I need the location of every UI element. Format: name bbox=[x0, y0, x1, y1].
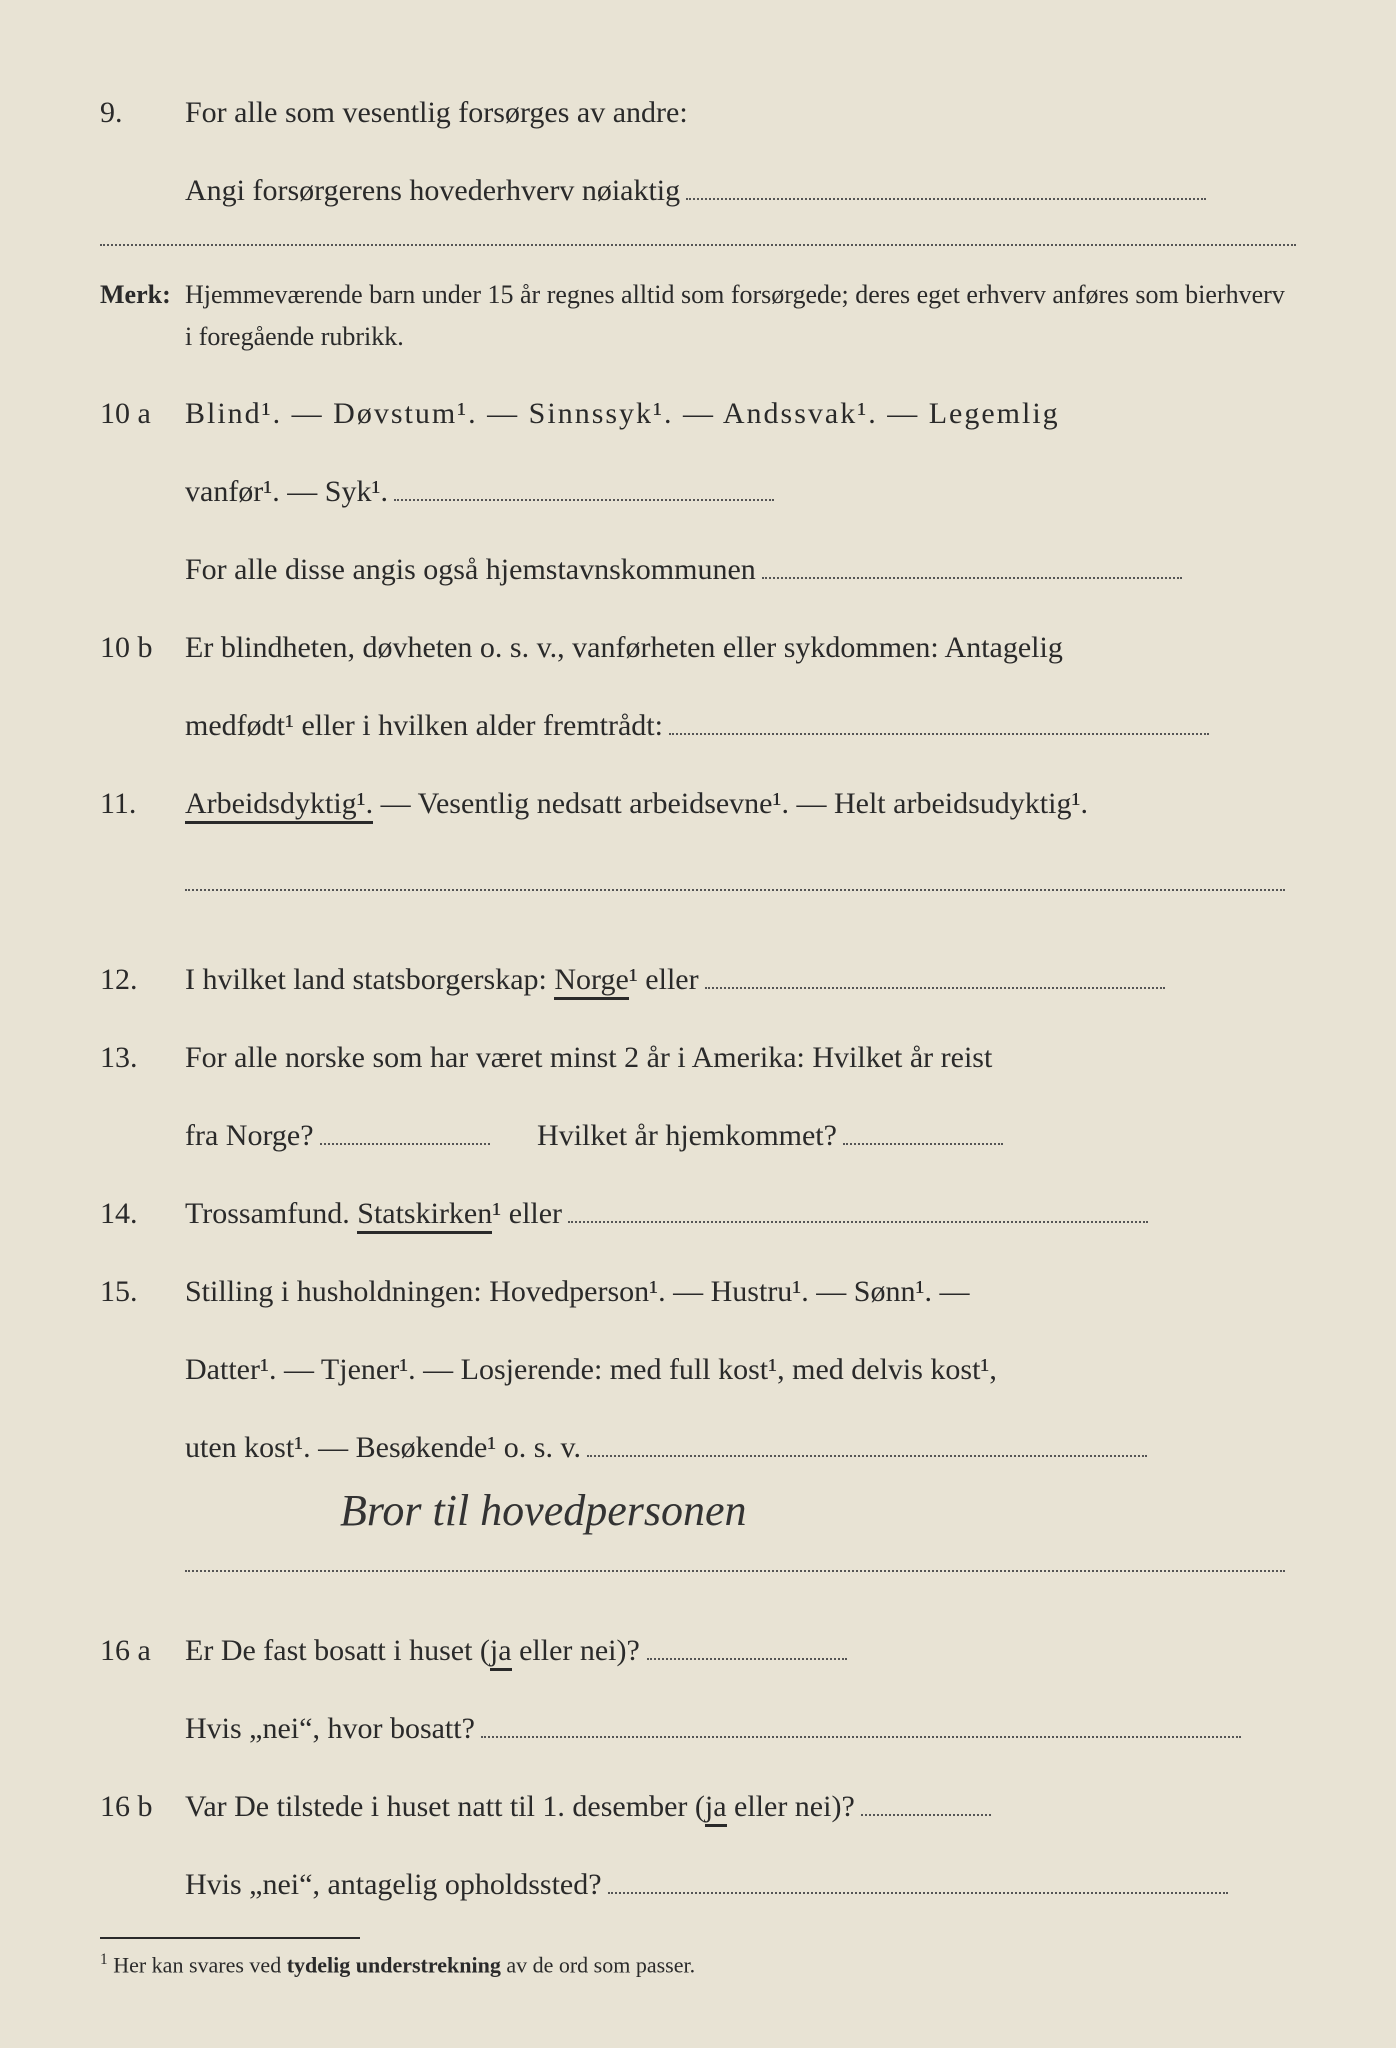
q16a-line2-label: Hvis „nei“, hvor bosatt? bbox=[185, 1712, 475, 1745]
q14-pre: Trossamfund. bbox=[185, 1197, 357, 1230]
merk-label: Merk: bbox=[100, 274, 185, 316]
footnote-text: 1 Her kan svares ved tydelig understrekn… bbox=[100, 1951, 1296, 1978]
question-10a: 10 a Blind¹. — Døvstum¹. — Sinnssyk¹. — … bbox=[100, 381, 1296, 447]
merk-text: Hjemmeværende barn under 15 år regnes al… bbox=[185, 274, 1296, 357]
q15-line2: Datter¹. — Tjener¹. — Losjerende: med fu… bbox=[185, 1337, 1296, 1403]
q12-norge-underlined: Norge bbox=[554, 963, 628, 1000]
q13-fill-1 bbox=[320, 1143, 490, 1145]
q16b-fill-line-2 bbox=[608, 1892, 1228, 1894]
q13-line2a: fra Norge? bbox=[185, 1119, 314, 1152]
footnote-bold: tydelig understrekning bbox=[287, 1952, 501, 1977]
q12-post: ¹ eller bbox=[629, 963, 699, 996]
q9-line2: Angi forsørgerens hovederhverv nøiaktig bbox=[185, 158, 1296, 224]
q10b-line2: medfødt¹ eller i hvilken alder fremtrådt… bbox=[185, 693, 1296, 759]
q12-fill-line bbox=[705, 987, 1165, 989]
footnote-post: av de ord som passer. bbox=[501, 1952, 695, 1977]
question-14: 14. Trossamfund. Statskirken¹ eller bbox=[100, 1181, 1296, 1247]
q9-line1: For alle som vesentlig forsørges av andr… bbox=[185, 80, 1296, 146]
q10a-line2: vanfør¹. — Syk¹. bbox=[185, 459, 1296, 525]
q16a-post: eller nei)? bbox=[512, 1634, 648, 1667]
q16b-line2: Hvis „nei“, antagelig opholdssted? bbox=[185, 1852, 1296, 1918]
q10a-line3-label: For alle disse angis også hjemstavnskomm… bbox=[185, 553, 756, 586]
question-11: 11. Arbeidsdyktig¹. — Vesentlig nedsatt … bbox=[100, 771, 1296, 837]
q16a-ja-underlined: ja bbox=[490, 1634, 512, 1671]
q15-fill-line-2 bbox=[185, 1570, 1285, 1572]
q10a-fill-line-2 bbox=[762, 577, 1182, 579]
q15-bottom-line bbox=[185, 1530, 1296, 1596]
question-16b: 16 b Var De tilstede i huset natt til 1.… bbox=[100, 1774, 1296, 1840]
q14-statskirken-underlined: Statskirken bbox=[357, 1197, 492, 1234]
question-9: 9. For alle som vesentlig forsørges av a… bbox=[100, 80, 1296, 146]
q13-line2: fra Norge? Hvilket år hjemkommet? bbox=[185, 1103, 1296, 1169]
footnote-rule bbox=[100, 1937, 360, 1939]
q11-option-underlined: Arbeidsdyktig¹. bbox=[185, 787, 373, 824]
q10a-line1: Blind¹. — Døvstum¹. — Sinnssyk¹. — Andss… bbox=[185, 381, 1296, 447]
footnote: 1 Her kan svares ved tydelig understrekn… bbox=[100, 1937, 1296, 1978]
q15-fill-line bbox=[587, 1455, 1147, 1457]
divider-after-q9 bbox=[100, 244, 1296, 246]
q11-fill-line bbox=[185, 889, 1285, 891]
question-12: 12. I hvilket land statsborgerskap: Norg… bbox=[100, 947, 1296, 1013]
q10a-line3: For alle disse angis også hjemstavnskomm… bbox=[185, 537, 1296, 603]
q16b-pre: Var De tilstede i huset natt til 1. dese… bbox=[185, 1790, 705, 1823]
q16b-post: eller nei)? bbox=[727, 1790, 855, 1823]
q13-line1: For alle norske som har været minst 2 år… bbox=[185, 1025, 1296, 1091]
q13-number: 13. bbox=[100, 1025, 185, 1091]
q16b-ja-underlined: ja bbox=[705, 1790, 727, 1827]
q11-rest: — Vesentlig nedsatt arbeidsevne¹. — Helt… bbox=[373, 787, 1088, 820]
question-10b: 10 b Er blindheten, døvheten o. s. v., v… bbox=[100, 615, 1296, 681]
q9-fill-line bbox=[686, 198, 1206, 200]
question-16a: 16 a Er De fast bosatt i huset (ja eller… bbox=[100, 1618, 1296, 1684]
q16b-fill-line-1 bbox=[861, 1814, 991, 1816]
q10a-fill-line-1 bbox=[394, 499, 774, 501]
q16a-pre: Er De fast bosatt i huset ( bbox=[185, 1634, 490, 1667]
q16b-line2-label: Hvis „nei“, antagelig opholdssted? bbox=[185, 1868, 602, 1901]
q13-line2b: Hvilket år hjemkommet? bbox=[537, 1119, 837, 1152]
q10a-line2-label: vanfør¹. — Syk¹. bbox=[185, 475, 388, 508]
q15-handwritten-answer: Bror til hovedpersonen bbox=[340, 1485, 1296, 1536]
q15-line1: Stilling i husholdningen: Hovedperson¹. … bbox=[185, 1259, 1296, 1325]
q16a-fill-line-2 bbox=[481, 1736, 1241, 1738]
q15-number: 15. bbox=[100, 1259, 185, 1325]
q13-fill-2 bbox=[843, 1143, 1003, 1145]
merk-row: Merk: Hjemmeværende barn under 15 år reg… bbox=[100, 274, 1296, 357]
q16a-line1: Er De fast bosatt i huset (ja eller nei)… bbox=[185, 1618, 1296, 1684]
q16b-number: 16 b bbox=[100, 1774, 185, 1840]
q14-text: Trossamfund. Statskirken¹ eller bbox=[185, 1181, 1296, 1247]
q14-post: ¹ eller bbox=[492, 1197, 562, 1230]
q16a-line2: Hvis „nei“, hvor bosatt? bbox=[185, 1696, 1296, 1762]
q12-text: I hvilket land statsborgerskap: Norge¹ e… bbox=[185, 947, 1296, 1013]
q14-fill-line bbox=[568, 1221, 1148, 1223]
q10b-line2-label: medfødt¹ eller i hvilken alder fremtrådt… bbox=[185, 709, 663, 742]
q16a-number: 16 a bbox=[100, 1618, 185, 1684]
q12-pre: I hvilket land statsborgerskap: bbox=[185, 963, 554, 996]
question-15: 15. Stilling i husholdningen: Hovedperso… bbox=[100, 1259, 1296, 1325]
q10b-fill-line bbox=[669, 733, 1209, 735]
q9-number: 9. bbox=[100, 80, 185, 146]
q11-text: Arbeidsdyktig¹. — Vesentlig nedsatt arbe… bbox=[185, 771, 1296, 837]
q12-number: 12. bbox=[100, 947, 185, 1013]
q10b-line1: Er blindheten, døvheten o. s. v., vanfør… bbox=[185, 615, 1296, 681]
q10a-number: 10 a bbox=[100, 381, 185, 447]
q15-line3-label: uten kost¹. — Besøkende¹ o. s. v. bbox=[185, 1431, 581, 1464]
q11-blank bbox=[185, 849, 1296, 915]
q10b-number: 10 b bbox=[100, 615, 185, 681]
q11-number: 11. bbox=[100, 771, 185, 837]
footnote-pre: Her kan svares ved bbox=[108, 1952, 287, 1977]
q15-line3: uten kost¹. — Besøkende¹ o. s. v. bbox=[185, 1415, 1296, 1481]
q16a-fill-line-1 bbox=[647, 1658, 847, 1660]
q9-line2-label: Angi forsørgerens hovederhverv nøiaktig bbox=[185, 174, 680, 207]
q14-number: 14. bbox=[100, 1181, 185, 1247]
q16b-line1: Var De tilstede i huset natt til 1. dese… bbox=[185, 1774, 1296, 1840]
footnote-num: 1 bbox=[100, 1951, 108, 1968]
question-13: 13. For alle norske som har været minst … bbox=[100, 1025, 1296, 1091]
